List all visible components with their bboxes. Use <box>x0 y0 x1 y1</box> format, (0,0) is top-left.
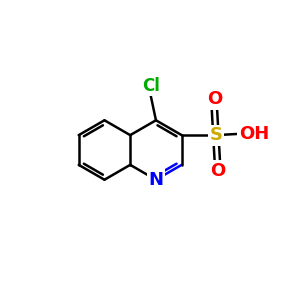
Text: O: O <box>207 91 222 109</box>
Text: S: S <box>209 126 222 144</box>
Text: N: N <box>148 171 164 189</box>
Text: O: O <box>210 162 225 180</box>
Text: Cl: Cl <box>142 76 160 94</box>
Text: OH: OH <box>239 125 269 143</box>
